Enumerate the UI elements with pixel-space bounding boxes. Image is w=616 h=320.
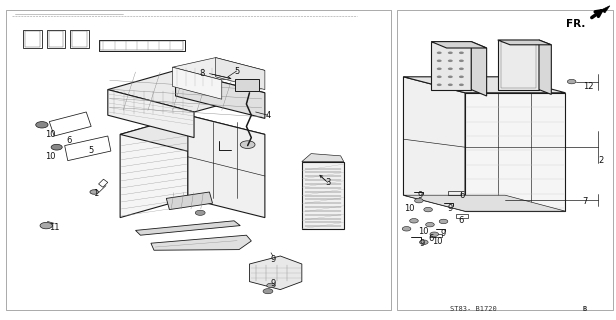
Text: ST83- B1720: ST83- B1720 bbox=[450, 306, 496, 312]
Polygon shape bbox=[136, 221, 240, 235]
Text: 10: 10 bbox=[45, 152, 56, 161]
Text: 5: 5 bbox=[234, 67, 239, 76]
Polygon shape bbox=[539, 40, 551, 94]
Circle shape bbox=[459, 52, 464, 54]
Circle shape bbox=[437, 76, 442, 78]
Polygon shape bbox=[120, 115, 188, 218]
Polygon shape bbox=[176, 70, 265, 118]
Bar bbox=[23, 30, 42, 48]
Polygon shape bbox=[431, 42, 471, 90]
Circle shape bbox=[567, 79, 576, 84]
Text: 9: 9 bbox=[270, 255, 275, 264]
Circle shape bbox=[195, 210, 205, 215]
Text: 3: 3 bbox=[325, 178, 330, 187]
Bar bbox=[49, 31, 63, 47]
Circle shape bbox=[459, 76, 464, 78]
Polygon shape bbox=[188, 115, 265, 218]
Polygon shape bbox=[302, 154, 344, 162]
Polygon shape bbox=[465, 93, 565, 211]
Circle shape bbox=[448, 52, 453, 54]
Circle shape bbox=[430, 232, 439, 236]
Circle shape bbox=[437, 60, 442, 62]
Circle shape bbox=[437, 84, 442, 86]
Text: 1: 1 bbox=[93, 189, 98, 198]
Circle shape bbox=[402, 227, 411, 231]
Circle shape bbox=[240, 141, 255, 148]
Text: 10: 10 bbox=[432, 237, 443, 246]
Circle shape bbox=[424, 207, 432, 212]
Text: 9: 9 bbox=[270, 279, 275, 288]
Circle shape bbox=[459, 60, 464, 62]
Circle shape bbox=[437, 68, 442, 70]
Text: 7: 7 bbox=[583, 197, 588, 206]
Text: FR.: FR. bbox=[566, 19, 585, 29]
Circle shape bbox=[263, 289, 273, 294]
Bar bbox=[70, 30, 89, 48]
Text: 10: 10 bbox=[45, 130, 56, 139]
Circle shape bbox=[415, 198, 423, 203]
Circle shape bbox=[90, 190, 99, 194]
Bar bbox=[397, 10, 613, 310]
Polygon shape bbox=[403, 77, 565, 93]
Polygon shape bbox=[216, 58, 265, 90]
Circle shape bbox=[426, 222, 434, 227]
Text: 6: 6 bbox=[67, 136, 71, 145]
Circle shape bbox=[410, 219, 418, 223]
Bar bbox=[430, 234, 442, 237]
Polygon shape bbox=[108, 70, 265, 112]
Polygon shape bbox=[172, 58, 265, 80]
Circle shape bbox=[459, 84, 464, 86]
Text: 10: 10 bbox=[418, 227, 429, 236]
Circle shape bbox=[448, 60, 453, 62]
Polygon shape bbox=[108, 90, 194, 138]
Text: 4: 4 bbox=[265, 111, 270, 120]
Bar bbox=[25, 31, 40, 47]
Circle shape bbox=[437, 52, 442, 54]
Text: B: B bbox=[583, 306, 587, 312]
Polygon shape bbox=[498, 40, 551, 45]
Polygon shape bbox=[403, 195, 565, 211]
Bar bbox=[47, 30, 65, 48]
Polygon shape bbox=[151, 235, 251, 250]
Polygon shape bbox=[471, 42, 487, 96]
Text: 9: 9 bbox=[419, 239, 424, 248]
Circle shape bbox=[459, 68, 464, 70]
Polygon shape bbox=[601, 6, 610, 13]
Circle shape bbox=[448, 76, 453, 78]
Text: 8: 8 bbox=[200, 69, 205, 78]
Bar bbox=[72, 31, 87, 47]
Text: 6: 6 bbox=[458, 216, 463, 225]
Circle shape bbox=[439, 219, 448, 224]
Bar bbox=[235, 79, 259, 91]
Polygon shape bbox=[166, 192, 213, 210]
Circle shape bbox=[40, 222, 52, 229]
Circle shape bbox=[448, 84, 453, 86]
Text: 2: 2 bbox=[598, 156, 603, 164]
Text: 9: 9 bbox=[447, 204, 452, 212]
Bar bbox=[456, 214, 468, 218]
Circle shape bbox=[448, 68, 453, 70]
Polygon shape bbox=[249, 256, 302, 290]
Circle shape bbox=[51, 144, 62, 150]
Circle shape bbox=[36, 122, 48, 128]
Text: 9: 9 bbox=[441, 229, 446, 238]
Circle shape bbox=[419, 240, 428, 244]
Polygon shape bbox=[403, 77, 465, 211]
Text: 12: 12 bbox=[583, 82, 594, 91]
Text: 9: 9 bbox=[418, 191, 423, 200]
Polygon shape bbox=[120, 115, 265, 154]
Polygon shape bbox=[498, 40, 539, 90]
Text: 10: 10 bbox=[404, 204, 415, 213]
Bar bbox=[6, 10, 391, 310]
Bar bbox=[448, 191, 461, 195]
Polygon shape bbox=[172, 67, 222, 99]
Text: 6: 6 bbox=[429, 234, 434, 243]
Circle shape bbox=[267, 283, 275, 288]
Polygon shape bbox=[431, 42, 487, 48]
Text: 5: 5 bbox=[89, 146, 94, 155]
Text: 11: 11 bbox=[49, 223, 60, 232]
Bar bbox=[302, 162, 344, 229]
Text: 6: 6 bbox=[460, 191, 464, 200]
